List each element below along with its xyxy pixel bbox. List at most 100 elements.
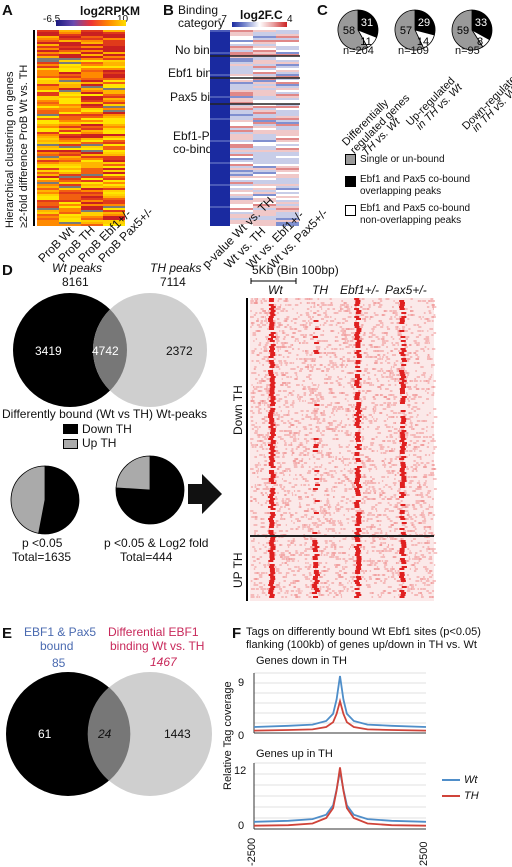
pie-value-overlap: 29 <box>418 17 430 29</box>
heatmap-cell <box>103 112 125 114</box>
heatmap-peak-cell <box>313 588 319 590</box>
heatmap-cell <box>397 344 399 346</box>
heatmap-cell <box>292 400 295 402</box>
heatmap-cell <box>265 486 269 488</box>
heatmap-cell <box>336 594 338 596</box>
heatmap-peak-cell <box>355 484 361 486</box>
heatmap-cell <box>345 410 350 412</box>
heatmap-cell <box>378 514 382 516</box>
heatmap-cell <box>372 514 376 516</box>
heatmap-cell <box>432 422 435 424</box>
heatmap-cell <box>379 300 383 302</box>
heatmap-cell <box>250 486 253 488</box>
heatmap-cell <box>268 404 271 406</box>
heatmap-cell <box>424 342 429 344</box>
heatmap-cell <box>276 104 299 106</box>
heatmap-cell <box>361 318 366 320</box>
heatmap-cell <box>103 180 125 182</box>
heatmap-cell <box>81 72 103 74</box>
heatmap-cell <box>268 528 270 530</box>
heatmap-cell <box>410 522 412 524</box>
heatmap-cell <box>81 134 103 136</box>
heatmap-cell <box>210 178 230 180</box>
heatmap-cell <box>397 574 401 576</box>
heatmap-cell <box>253 210 276 212</box>
heatmap-cell <box>230 70 253 72</box>
heatmap-cell <box>251 396 254 398</box>
heatmap-cell <box>296 432 300 434</box>
heatmap-cell <box>346 346 350 348</box>
heatmap-cell <box>59 50 81 52</box>
heatmap-cell <box>370 346 374 348</box>
heatmap-cell <box>312 336 314 338</box>
heatmap-cell <box>399 588 403 590</box>
heatmap-cell <box>81 188 103 190</box>
heatmap-cell <box>346 358 350 360</box>
heatmap-cell <box>420 348 425 350</box>
heatmap-cell <box>371 526 375 528</box>
heatmap-cell <box>395 302 399 304</box>
heatmap-cell <box>342 566 344 568</box>
heatmap-cell <box>420 588 423 590</box>
panel-d-scale-bracket <box>250 278 297 284</box>
heatmap-cell <box>310 546 315 548</box>
heatmap-cell <box>416 448 418 450</box>
heatmap-cell <box>416 440 419 442</box>
heatmap-cell <box>340 308 344 310</box>
heatmap-cell <box>368 336 370 338</box>
heatmap-cell <box>307 566 310 568</box>
heatmap-cell <box>401 524 406 526</box>
heatmap-cell <box>344 560 348 562</box>
heatmap-cell <box>333 470 336 472</box>
heatmap-cell <box>321 456 324 458</box>
heatmap-peak-cell <box>269 490 275 492</box>
heatmap-cell <box>317 418 321 420</box>
heatmap-peak-cell <box>401 344 407 346</box>
heatmap-cell <box>263 564 267 566</box>
heatmap-cell <box>276 126 299 128</box>
heatmap-cell <box>313 462 316 464</box>
heatmap-cell <box>59 106 81 108</box>
heatmap-cell <box>409 550 411 552</box>
heatmap-cell <box>210 176 230 178</box>
heatmap-cell <box>59 154 81 156</box>
heatmap-cell <box>262 298 266 300</box>
heatmap-peak-cell <box>399 320 405 322</box>
heatmap-cell <box>349 472 353 474</box>
heatmap-cell <box>321 454 323 456</box>
heatmap-peak-cell <box>400 386 406 388</box>
heatmap-cell <box>297 580 300 582</box>
heatmap-cell <box>314 410 319 412</box>
heatmap-cell <box>273 484 278 486</box>
heatmap-cell <box>425 508 430 510</box>
heatmap-cell <box>393 396 398 398</box>
heatmap-cell <box>368 376 370 378</box>
heatmap-cell <box>251 324 254 326</box>
heatmap-cell <box>368 414 372 416</box>
heatmap-cell <box>363 502 366 504</box>
heatmap-cell <box>253 208 276 210</box>
heatmap-cell <box>230 186 253 188</box>
heatmap-cell <box>264 374 268 376</box>
heatmap-cell <box>411 428 415 430</box>
heatmap-cell <box>250 510 254 512</box>
heatmap-cell <box>397 330 399 332</box>
heatmap-cell <box>276 550 279 552</box>
heatmap-cell <box>253 148 276 150</box>
heatmap-cell <box>411 504 415 506</box>
heatmap-cell <box>312 418 316 420</box>
heatmap-cell <box>304 492 308 494</box>
heatmap-cell <box>256 488 260 490</box>
heatmap-cell <box>330 320 334 322</box>
heatmap-cell <box>420 444 424 446</box>
panel-b-heatmap <box>210 30 300 226</box>
heatmap-cell <box>276 188 299 190</box>
heatmap-cell <box>321 450 323 452</box>
heatmap-cell <box>337 478 341 480</box>
heatmap-cell <box>346 588 349 590</box>
heatmap-cell <box>81 94 103 96</box>
panel-d-label: D <box>2 262 13 279</box>
heatmap-cell <box>257 436 261 438</box>
heatmap-peak-cell <box>400 540 406 542</box>
heatmap-cell <box>256 434 259 436</box>
